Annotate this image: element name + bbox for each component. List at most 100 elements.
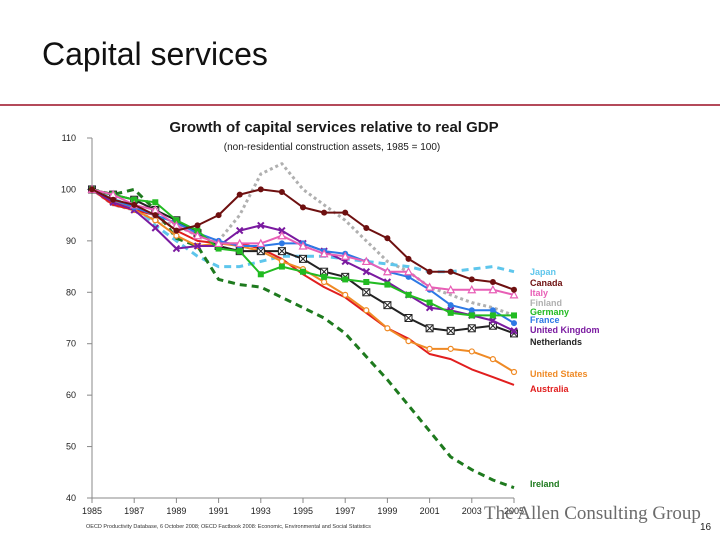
- data-point-germany: [489, 312, 496, 319]
- data-point-germany: [511, 312, 517, 319]
- data-point-france: [278, 240, 285, 247]
- data-point-canada: [468, 276, 475, 283]
- data-point-mark-netherlands: [362, 288, 370, 296]
- data-point-canada: [152, 212, 159, 219]
- data-point-united-states: [510, 368, 518, 376]
- data-point-united-kingdom: [425, 304, 434, 312]
- legend-label-australia: Australia: [530, 384, 570, 394]
- data-point-italy: [277, 230, 287, 240]
- data-point-italy: [235, 238, 245, 248]
- data-point-italy: [340, 251, 350, 260]
- data-point-united-states: [278, 258, 285, 265]
- data-point-mark-netherlands: [257, 247, 265, 255]
- data-point-canada: [173, 227, 180, 234]
- legend: JapanCanadaItalyFinlandGermanyFranceUnit…: [530, 267, 600, 489]
- series-ireland: [91, 187, 515, 490]
- data-point-united-states: [384, 325, 391, 332]
- legend-label-italy: Italy: [530, 288, 548, 298]
- data-point-canada: [447, 268, 454, 275]
- y-tick-label: 50: [66, 442, 76, 452]
- data-point-italy: [214, 238, 224, 248]
- series-layer: [87, 162, 519, 490]
- data-point-germany: [384, 281, 391, 288]
- data-point-united-states: [447, 345, 454, 352]
- data-point-italy: [256, 238, 266, 248]
- data-point-united-kingdom: [510, 327, 518, 335]
- data-point-united-kingdom: [235, 226, 244, 235]
- legend-label-united-states: United States: [530, 369, 588, 379]
- legend-label-netherlands: Netherlands: [530, 337, 582, 347]
- data-point-united-states: [173, 232, 180, 239]
- data-point-mark-netherlands: [278, 247, 286, 255]
- data-point-mark-netherlands: [320, 268, 328, 276]
- x-tick-label: 1989: [166, 506, 186, 516]
- data-point-canada: [426, 268, 433, 275]
- data-point-germany: [236, 248, 243, 255]
- data-point-italy: [319, 248, 329, 258]
- data-point-united-kingdom: [257, 221, 265, 230]
- data-point-canada: [194, 222, 201, 229]
- data-point-mark-netherlands: [510, 330, 518, 337]
- data-point-germany: [152, 199, 159, 206]
- data-point-canada: [405, 255, 412, 262]
- x-tick-label: 2003: [462, 506, 482, 516]
- data-point-germany: [173, 217, 180, 224]
- legend-label-united-kingdom: United Kingdom: [530, 325, 600, 335]
- legend-label-germany: Germany: [530, 307, 569, 317]
- y-tick-label: 110: [62, 133, 76, 143]
- data-point-canada: [110, 196, 117, 203]
- x-tick-label: 1993: [251, 506, 271, 516]
- data-point-germany: [447, 309, 454, 316]
- title-divider: [0, 104, 720, 106]
- x-tick-label: 1985: [82, 506, 102, 516]
- data-point-mark-netherlands: [299, 255, 307, 263]
- data-point-canada: [511, 286, 517, 293]
- data-point-france: [405, 273, 412, 280]
- data-point-united-kingdom: [151, 224, 160, 232]
- data-point-italy: [361, 256, 371, 266]
- y-tick-label: 60: [66, 390, 76, 400]
- series-line-finland: [91, 162, 515, 317]
- data-point-france: [468, 307, 475, 314]
- series-italy: [87, 184, 519, 299]
- data-point-mark-netherlands: [426, 324, 433, 332]
- x-tick-label: 2001: [420, 506, 440, 516]
- data-point-united-states: [405, 338, 412, 345]
- data-point-canada: [236, 191, 243, 198]
- source-note: OECD Productivity Database, 6 October 20…: [86, 524, 371, 530]
- y-tick-label: 100: [61, 184, 76, 194]
- series-finland: [91, 162, 515, 317]
- data-point-germany: [363, 279, 370, 285]
- data-point-france: [511, 320, 517, 327]
- data-point-germany: [131, 196, 138, 203]
- data-point-mark-netherlands: [384, 301, 391, 309]
- data-point-germany: [342, 276, 349, 283]
- x-tick-label: 1999: [377, 506, 397, 516]
- y-tick-label: 40: [66, 493, 76, 503]
- data-point-germany: [194, 227, 201, 234]
- legend-label-france: France: [530, 315, 560, 325]
- data-point-canada: [363, 225, 370, 231]
- data-point-mark-netherlands: [405, 314, 412, 322]
- data-point-mark-netherlands: [447, 327, 455, 335]
- chart-title: Growth of capital services relative to r…: [169, 119, 498, 136]
- x-tick-label: 1997: [335, 506, 355, 516]
- data-point-germany: [468, 312, 475, 319]
- data-point-canada: [215, 212, 222, 219]
- data-point-canada: [489, 279, 496, 285]
- data-point-italy: [425, 282, 435, 291]
- data-point-italy: [298, 241, 308, 250]
- data-point-germany: [215, 245, 222, 252]
- data-point-italy: [382, 266, 392, 276]
- axis-ticks: 40 50 60 70 80 90 100 110 1985 1987 1989 1991 1993 19…: [61, 133, 524, 516]
- y-tick-label: 90: [66, 236, 76, 246]
- page-number: 16: [700, 522, 712, 533]
- data-point-italy: [467, 284, 477, 294]
- data-point-canada: [131, 201, 138, 208]
- data-point-united-kingdom: [489, 316, 497, 325]
- series-line-ireland: [91, 187, 515, 490]
- legend-label-japan: Japan: [530, 267, 556, 277]
- data-point-united-states: [426, 345, 433, 352]
- data-point-united-kingdom: [172, 244, 181, 253]
